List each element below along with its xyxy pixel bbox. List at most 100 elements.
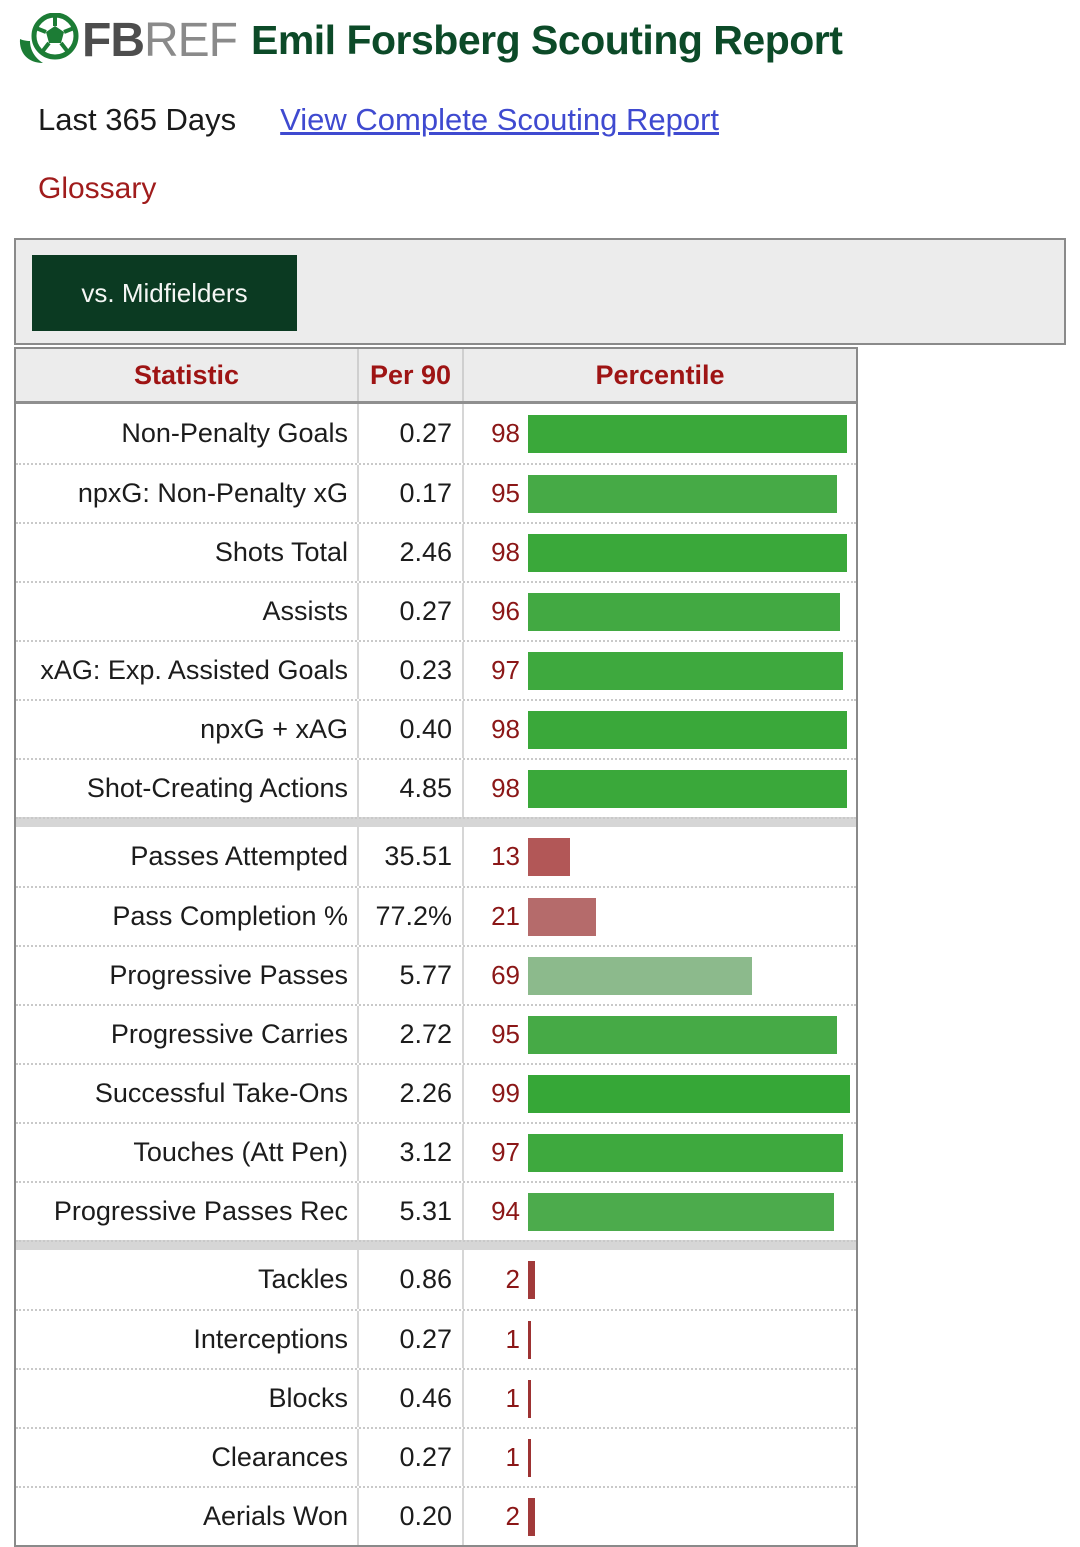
per90-value: 0.27	[357, 404, 462, 463]
percentile-bar-track	[528, 710, 853, 749]
percentile-value: 2	[505, 1501, 520, 1531]
table-row: Progressive Carries 2.72 95	[16, 1004, 856, 1063]
header: FB REF Emil Forsberg Scouting Report	[0, 0, 1080, 70]
stat-label: Shot-Creating Actions	[86, 773, 348, 803]
per90-value: 0.20	[357, 1488, 462, 1545]
group-separator	[16, 1240, 856, 1250]
column-header-percentile: Percentile	[462, 349, 856, 401]
percentile-value: 21	[491, 901, 520, 931]
per90-value: 2.46	[357, 524, 462, 581]
percentile-bar-track	[528, 1192, 853, 1231]
percentile-bar-track	[528, 1438, 853, 1477]
view-complete-report-link[interactable]: View Complete Scouting Report	[280, 102, 720, 137]
meta-row: Last 365 Days View Complete Scouting Rep…	[0, 70, 1080, 138]
percentile-bar	[528, 897, 597, 936]
percentile-bar-track	[528, 769, 853, 808]
percentile-bar	[528, 1192, 834, 1231]
percentile-cell: 98	[462, 524, 856, 581]
percentile-value: 99	[491, 1078, 520, 1108]
per90-value: 4.85	[357, 760, 462, 817]
percentile-cell: 97	[462, 1124, 856, 1181]
percentile-bar-track	[528, 897, 853, 936]
percentile-bar	[528, 592, 840, 631]
percentile-value: 98	[491, 537, 520, 567]
percentile-bar	[528, 1320, 532, 1359]
stat-label: Pass Completion %	[112, 901, 348, 931]
glossary-row: Glossary	[0, 138, 1080, 206]
per90-value: 0.23	[357, 642, 462, 699]
table-row: Interceptions 0.27 1	[16, 1309, 856, 1368]
stat-label: Progressive Passes	[109, 960, 348, 990]
table-row: Non-Penalty Goals 0.27 98	[16, 404, 856, 463]
percentile-bar	[528, 710, 847, 749]
table-body: Non-Penalty Goals 0.27 98 npxG: Non-Pena…	[16, 404, 856, 1545]
percentile-value: 97	[491, 655, 520, 685]
percentile-cell: 98	[462, 760, 856, 817]
percentile-bar-track	[528, 592, 853, 631]
stat-label: Successful Take-Ons	[94, 1078, 348, 1108]
percentile-bar	[528, 651, 844, 690]
stat-label: Clearances	[211, 1442, 348, 1472]
stat-label: Assists	[262, 596, 348, 626]
percentile-bar-track	[528, 956, 853, 995]
table-row: Shot-Creating Actions 4.85 98	[16, 758, 856, 817]
percentile-cell: 94	[462, 1183, 856, 1240]
stat-label: Aerials Won	[202, 1501, 348, 1531]
glossary-link[interactable]: Glossary	[38, 172, 157, 205]
percentile-value: 13	[491, 841, 520, 871]
table-header-row: Statistic Per 90 Percentile	[16, 349, 856, 404]
brand-fb-text: FB	[82, 13, 145, 67]
percentile-bar	[528, 1497, 535, 1536]
percentile-bar	[528, 414, 847, 453]
percentile-cell: 21	[462, 888, 856, 945]
percentile-bar-track	[528, 837, 853, 876]
percentile-bar-track	[528, 1133, 853, 1172]
table-row: Progressive Passes 5.77 69	[16, 945, 856, 1004]
percentile-bar-track	[528, 1074, 853, 1113]
percentile-value: 1	[505, 1383, 520, 1413]
percentile-bar-track	[528, 651, 853, 690]
percentile-bar-track	[528, 1260, 853, 1299]
stat-label: Non-Penalty Goals	[121, 418, 348, 448]
scouting-stats-table: Statistic Per 90 Percentile Non-Penalty …	[14, 347, 858, 1547]
per90-value: 0.17	[357, 465, 462, 522]
percentile-bar	[528, 1074, 850, 1113]
percentile-value: 97	[491, 1137, 520, 1167]
percentile-value: 94	[491, 1196, 520, 1226]
per90-value: 0.27	[357, 1311, 462, 1368]
percentile-bar-track	[528, 533, 853, 572]
percentile-value: 1	[505, 1324, 520, 1354]
table-row: Progressive Passes Rec 5.31 94	[16, 1181, 856, 1240]
percentile-bar-track	[528, 1015, 853, 1054]
percentile-bar-track	[528, 1320, 853, 1359]
table-row: Shots Total 2.46 98	[16, 522, 856, 581]
per90-value: 77.2%	[357, 888, 462, 945]
percentile-cell: 1	[462, 1429, 856, 1486]
percentile-bar	[528, 1379, 532, 1418]
percentile-cell: 2	[462, 1250, 856, 1309]
percentile-cell: 2	[462, 1488, 856, 1545]
soccer-ball-icon	[19, 13, 79, 63]
stat-label: Progressive Carries	[110, 1019, 348, 1049]
percentile-bar	[528, 474, 837, 513]
percentile-cell: 96	[462, 583, 856, 640]
percentile-bar	[528, 1438, 532, 1477]
percentile-value: 95	[491, 1019, 520, 1049]
stat-label: Shots Total	[214, 537, 348, 567]
percentile-value: 95	[491, 478, 520, 508]
percentile-cell: 99	[462, 1065, 856, 1122]
table-row: Tackles 0.86 2	[16, 1250, 856, 1309]
percentile-cell: 98	[462, 404, 856, 463]
column-header-statistic: Statistic	[133, 359, 240, 390]
percentile-bar-track	[528, 474, 853, 513]
percentile-value: 96	[491, 596, 520, 626]
table-row: Passes Attempted 35.51 13	[16, 827, 856, 886]
stat-label: Progressive Passes Rec	[53, 1196, 348, 1226]
position-tab-strip: vs. Midfielders	[14, 238, 1066, 345]
percentile-bar-track	[528, 1379, 853, 1418]
tab-vs-midfielders[interactable]: vs. Midfielders	[32, 255, 297, 331]
column-header-per90: Per 90	[357, 349, 462, 401]
per90-value: 0.46	[357, 1370, 462, 1427]
percentile-bar	[528, 1260, 535, 1299]
